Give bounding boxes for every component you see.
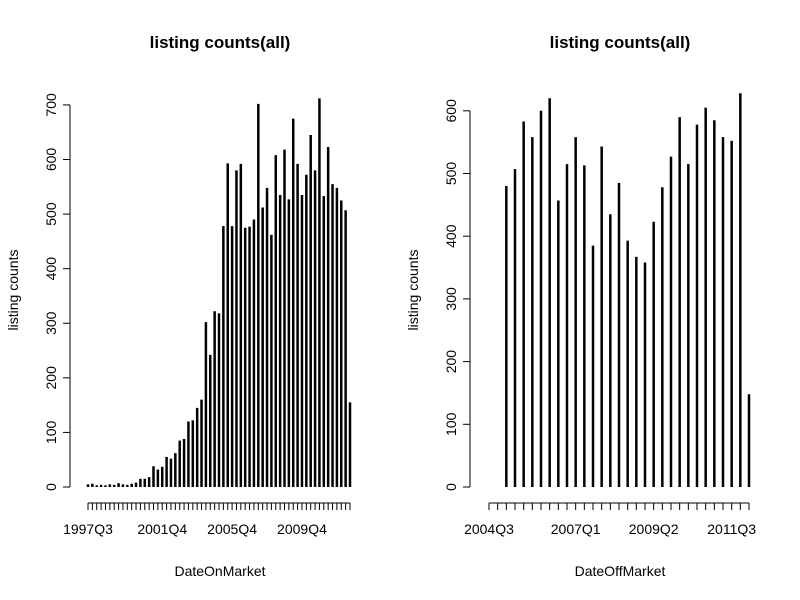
x-axis: 2004Q3 2007Q1 2009Q2 2011Q3	[464, 502, 756, 537]
chart-title: listing counts(all)	[150, 33, 291, 52]
chart-panel-right: listing counts(all) DateOffMarket listin…	[405, 33, 756, 579]
x-tick-label: 2004Q3	[464, 521, 514, 537]
y-axis: 0 100 200 300 400 500 600	[443, 99, 471, 491]
chart-panel-left: listing counts(all) DateOnMarket listing…	[5, 33, 352, 579]
y-tick-label: 300	[43, 311, 59, 335]
y-tick-label: 400	[443, 224, 459, 248]
y-tick-label: 100	[43, 421, 59, 445]
y-tick-label: 400	[43, 257, 59, 281]
bars	[505, 93, 751, 487]
x-axis: 1997Q3 2001Q4 2005Q4 2009Q4	[63, 502, 351, 537]
chart-title: listing counts(all)	[550, 33, 691, 52]
y-tick-label: 200	[43, 366, 59, 390]
y-tick-label: 0	[43, 483, 59, 491]
x-axis-label: DateOnMarket	[174, 563, 265, 579]
y-tick-label: 300	[443, 287, 459, 311]
x-tick-label: 2009Q2	[629, 521, 679, 537]
y-tick-label: 600	[443, 99, 459, 123]
x-tick-label: 2007Q1	[551, 521, 601, 537]
y-tick-label: 0	[443, 483, 459, 491]
x-tick-label: 1997Q3	[63, 521, 113, 537]
x-tick-label: 2011Q3	[707, 521, 756, 537]
y-tick-label: 200	[443, 350, 459, 374]
y-tick-label: 700	[43, 93, 59, 117]
y-axis-label: listing counts	[5, 250, 21, 331]
x-tick-label: 2005Q4	[207, 521, 257, 537]
x-tick-label: 2001Q4	[137, 521, 187, 537]
y-tick-label: 500	[443, 162, 459, 186]
bars	[86, 98, 352, 487]
y-tick-label: 100	[443, 412, 459, 436]
y-axis-label: listing counts	[405, 250, 421, 331]
y-tick-label: 500	[43, 202, 59, 226]
x-tick-label: 2009Q4	[277, 521, 327, 537]
y-axis: 0 100 200 300 400 500 600 700	[43, 93, 71, 491]
y-tick-label: 600	[43, 148, 59, 172]
x-axis-label: DateOffMarket	[575, 563, 666, 579]
